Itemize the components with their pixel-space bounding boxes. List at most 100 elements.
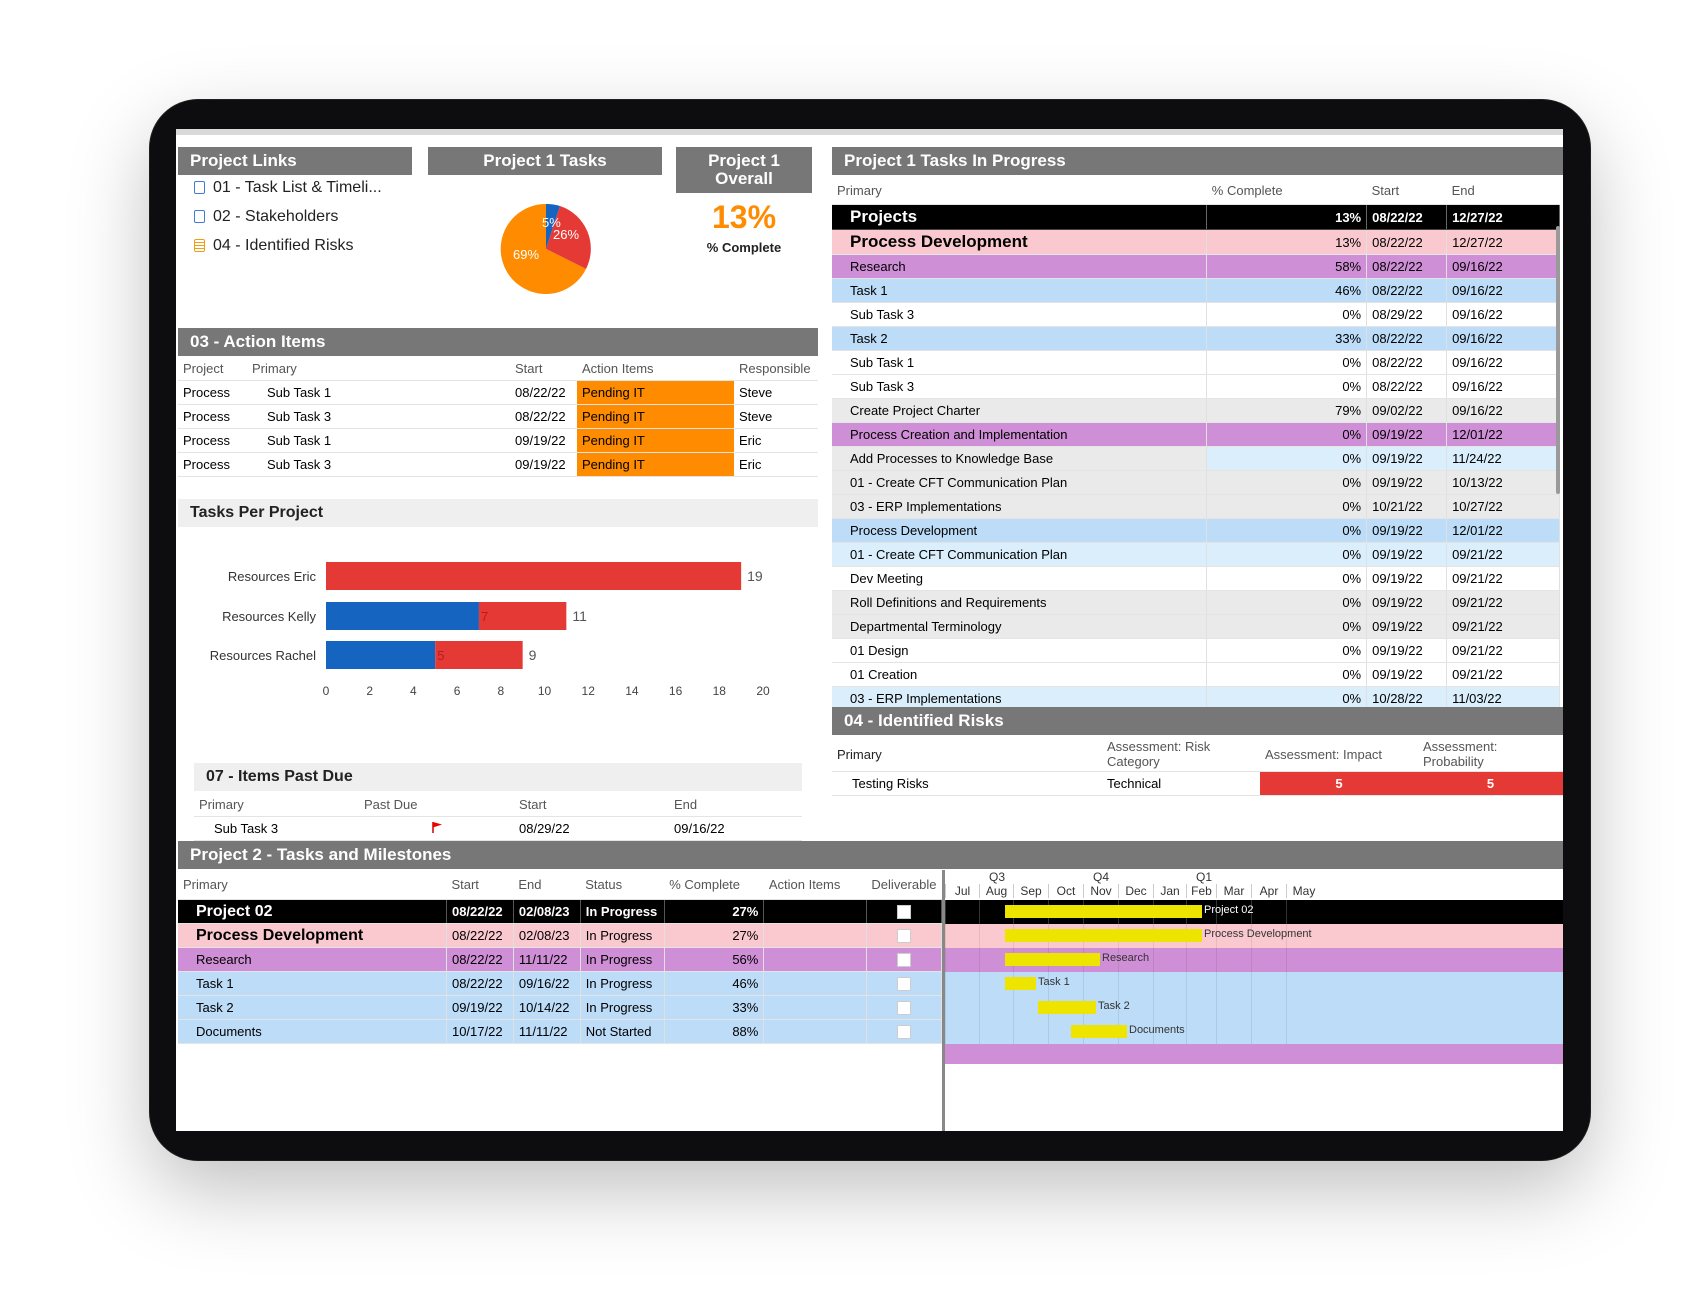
gantt-gridline bbox=[979, 972, 980, 996]
cell: 09/19/22 bbox=[1366, 566, 1448, 591]
table-row[interactable]: Research 58% 08/22/22 09/16/22 bbox=[832, 254, 1560, 279]
cell: 09/19/22 bbox=[1366, 638, 1448, 663]
cell: 09/19/22 bbox=[510, 428, 577, 453]
table-row[interactable]: Sub Task 3 0% 08/22/22 09/16/22 bbox=[832, 374, 1560, 399]
table-row[interactable]: Sub Task 3 0% 08/29/22 09/16/22 bbox=[832, 302, 1560, 327]
project2-grid: Primary Start End Status % Complete Acti… bbox=[178, 870, 943, 1044]
table-row[interactable]: Task 2 09/19/22 10/14/22 In Progress 33% bbox=[178, 995, 943, 1020]
table-row[interactable]: Process Development 13% 08/22/22 12/27/22 bbox=[832, 229, 1560, 255]
table-row[interactable]: Task 1 08/22/22 09/16/22 In Progress 46% bbox=[178, 971, 943, 996]
deliverable-checkbox[interactable] bbox=[896, 1025, 911, 1040]
flag-icon bbox=[431, 821, 442, 833]
table-row[interactable]: Process Development 08/22/22 02/08/23 In Pr… bbox=[178, 923, 943, 948]
gantt-bar[interactable] bbox=[1005, 905, 1202, 918]
cell: 02/08/23 bbox=[513, 923, 581, 948]
gantt-bar[interactable] bbox=[1005, 929, 1202, 942]
past-due-table: Primary Past Due Start End Sub Task 3 08… bbox=[194, 793, 802, 841]
table-row[interactable]: Sub Task 1 0% 08/22/22 09/16/22 bbox=[832, 350, 1560, 375]
column-header: Status bbox=[580, 870, 665, 900]
table-row[interactable]: Task 1 46% 08/22/22 09/16/22 bbox=[832, 278, 1560, 303]
project-link-item[interactable]: 02 - Stakeholders bbox=[194, 208, 382, 237]
dashboard-screen: Project Links 01 - Task List & Timeli...… bbox=[176, 129, 1563, 1131]
table-row[interactable]: Create Project Charter 79% 09/02/22 09/16/2… bbox=[832, 398, 1560, 423]
deliverable-checkbox[interactable] bbox=[896, 929, 911, 944]
column-header: Action Items bbox=[763, 870, 867, 900]
table-row[interactable]: 01 - Create CFT Communication Plan 0% 09/1… bbox=[832, 542, 1560, 567]
cell: Testing Risks bbox=[832, 771, 1102, 796]
column-header: Assessment: Risk Category bbox=[1102, 737, 1260, 772]
table-row[interactable]: Testing Risks Technical 5 5 bbox=[832, 771, 1563, 796]
table-row[interactable]: 01 - Create CFT Communication Plan 0% 09/1… bbox=[832, 470, 1560, 495]
gantt-bar[interactable] bbox=[1071, 1025, 1127, 1038]
gantt-bar[interactable] bbox=[1005, 953, 1100, 966]
x-tick-label: 10 bbox=[538, 684, 552, 698]
gantt-bar[interactable] bbox=[1005, 977, 1036, 990]
gantt-gridline bbox=[1013, 996, 1014, 1020]
gantt-splitter[interactable] bbox=[942, 870, 945, 1131]
scrollbar[interactable] bbox=[1556, 226, 1560, 494]
table-row[interactable]: Process Development 0% 09/19/22 12/01/22 bbox=[832, 518, 1560, 543]
gantt-gridline bbox=[1216, 924, 1217, 948]
deliverable-checkbox[interactable] bbox=[896, 977, 911, 992]
gantt-gridline bbox=[1251, 972, 1252, 996]
x-tick-label: 20 bbox=[756, 684, 770, 698]
gantt-month-label: Jul bbox=[945, 884, 979, 898]
table-row[interactable]: Project 02 08/22/22 02/08/23 In Progress 27% bbox=[178, 899, 943, 924]
project-link-item[interactable]: 01 - Task List & Timeli... bbox=[194, 179, 382, 208]
deliverable-checkbox[interactable] bbox=[896, 953, 911, 968]
category-label: Resources Rachel bbox=[210, 648, 316, 663]
cell: 79% bbox=[1206, 398, 1368, 423]
gantt-gridline bbox=[1153, 996, 1154, 1020]
cell: 09/19/22 bbox=[1366, 518, 1448, 543]
deliverable-checkbox[interactable] bbox=[896, 1001, 911, 1016]
cell: 09/16/22 bbox=[1446, 278, 1560, 303]
table-row[interactable]: Task 2 33% 08/22/22 09/16/22 bbox=[832, 326, 1560, 351]
cell: 08/22/22 bbox=[446, 971, 514, 996]
gantt-bar[interactable] bbox=[1038, 1001, 1096, 1014]
table-row[interactable]: Process Sub Task 3 09/19/22 Pending IT E… bbox=[178, 452, 818, 477]
table-row[interactable]: 03 - ERP Implementations 0% 10/21/22 10/27/… bbox=[832, 494, 1560, 519]
tasks-pie-header: Project 1 Tasks bbox=[428, 147, 662, 175]
cell: 10/17/22 bbox=[446, 1019, 514, 1044]
table-row[interactable]: Documents 10/17/22 11/11/22 Not Started 88% bbox=[178, 1019, 943, 1044]
table-row[interactable]: Process Creation and Implementation 0% 09/… bbox=[832, 422, 1560, 447]
table-row[interactable]: Process Sub Task 1 09/19/22 Pending IT E… bbox=[178, 428, 818, 453]
table-row[interactable]: Add Processes to Knowledge Base 0% 09/19/2… bbox=[832, 446, 1560, 471]
x-tick-label: 8 bbox=[497, 684, 504, 698]
table-row[interactable]: Departmental Terminology 0% 09/19/22 09/21/… bbox=[832, 614, 1560, 639]
table-row[interactable]: Sub Task 3 08/29/22 09/16/22 bbox=[194, 816, 802, 841]
cell: In Progress bbox=[580, 971, 665, 996]
table-row[interactable]: Process Sub Task 3 08/22/22 Pending IT S… bbox=[178, 404, 818, 429]
table-row[interactable]: Roll Definitions and Requirements 0% 09/19… bbox=[832, 590, 1560, 615]
gantt-month-label: Sep bbox=[1013, 884, 1048, 898]
gantt-quarter-label: Q1 bbox=[1196, 870, 1213, 884]
task-name-cell: Research bbox=[178, 947, 447, 972]
x-tick-label: 16 bbox=[669, 684, 683, 698]
cell: 09/19/22 bbox=[1366, 662, 1448, 687]
table-row[interactable]: Process Sub Task 1 08/22/22 Pending IT S… bbox=[178, 380, 818, 405]
table-row[interactable]: Dev Meeting 0% 09/19/22 09/21/22 bbox=[832, 566, 1560, 591]
bar-segment bbox=[326, 602, 479, 630]
gantt-row: Process Development bbox=[945, 924, 1563, 948]
table-row[interactable]: Projects 13% 08/22/22 12/27/22 bbox=[832, 204, 1560, 230]
table-row[interactable]: 01 Design 0% 09/19/22 09/21/22 bbox=[832, 638, 1560, 663]
gantt-row: Documents bbox=[945, 1020, 1563, 1044]
table-row[interactable]: Research 08/22/22 11/11/22 In Progress 56% bbox=[178, 947, 943, 972]
column-header: Primary bbox=[832, 176, 1207, 205]
cell: 0% bbox=[1206, 518, 1368, 543]
cell: 0% bbox=[1206, 494, 1368, 519]
cell: 10/21/22 bbox=[1366, 494, 1448, 519]
cell: 08/29/22 bbox=[1366, 302, 1448, 327]
cell: Sub Task 3 bbox=[247, 452, 510, 477]
column-header: Start bbox=[510, 357, 577, 381]
task-name-cell: 01 - Create CFT Communication Plan bbox=[832, 542, 1208, 567]
report-icon bbox=[194, 239, 205, 252]
task-name-cell: Task 1 bbox=[178, 971, 447, 996]
project-link-item[interactable]: 04 - Identified Risks bbox=[194, 237, 382, 266]
deliverable-checkbox[interactable] bbox=[896, 905, 911, 920]
cell: Sub Task 3 bbox=[247, 404, 510, 429]
table-row[interactable]: 01 Creation 0% 09/19/22 09/21/22 bbox=[832, 662, 1560, 687]
gantt-gridline bbox=[1118, 996, 1119, 1020]
gantt-gridline bbox=[1216, 996, 1217, 1020]
gantt-gridline bbox=[945, 996, 946, 1020]
